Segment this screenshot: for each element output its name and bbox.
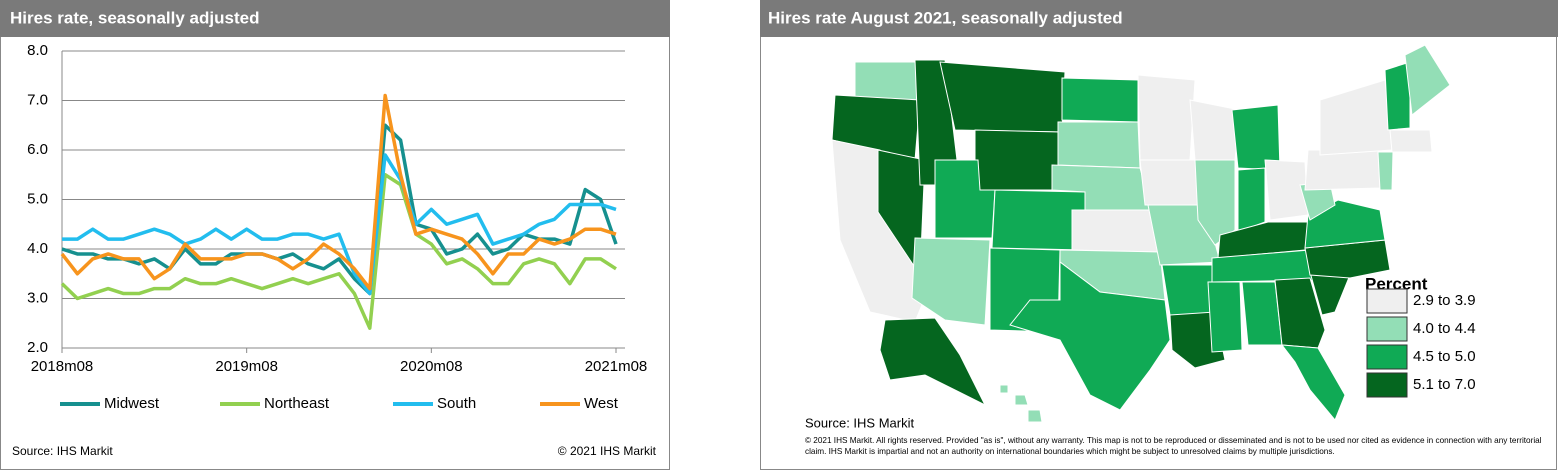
legend-label: Midwest — [104, 395, 160, 412]
region — [1274, 277, 1326, 349]
region — [1280, 344, 1346, 421]
region — [1189, 99, 1241, 161]
series-line — [62, 153, 617, 296]
x-tick-label: 2021m08 — [585, 358, 648, 375]
y-tick-label: 7.0 — [27, 91, 48, 108]
map-source: Source: IHS Markit — [805, 415, 914, 430]
legend-label: West — [584, 395, 619, 412]
x-tick-label: 2018m08 — [31, 358, 94, 375]
region — [1009, 261, 1171, 411]
y-tick-label: 3.0 — [27, 289, 48, 306]
region — [939, 61, 1066, 133]
x-tick-label: 2020m08 — [400, 358, 463, 375]
region — [1014, 394, 1029, 406]
region — [991, 189, 1086, 251]
region — [1207, 281, 1243, 353]
legend-label: 5.1 to 7.0 — [1413, 376, 1476, 393]
region — [1389, 129, 1433, 153]
series-line — [60, 173, 617, 330]
legend-swatch — [1366, 344, 1408, 370]
region — [1404, 44, 1451, 116]
y-tick-label: 6.0 — [27, 141, 48, 158]
map-title: Hires rate August 2021, seasonally adjus… — [768, 8, 1123, 27]
x-tick-label: 2019m08 — [215, 358, 278, 375]
legend-swatch — [1366, 288, 1408, 314]
region — [974, 129, 1061, 191]
legend-label: Northeast — [264, 395, 330, 412]
region — [1384, 61, 1411, 131]
region — [1027, 409, 1043, 423]
right-header — [760, 0, 1558, 37]
series-line — [60, 93, 617, 291]
region — [1377, 151, 1394, 191]
region — [1057, 121, 1141, 169]
legend-label: 4.0 to 4.4 — [1413, 320, 1476, 337]
region — [1304, 149, 1381, 191]
legend-label: 4.5 to 5.0 — [1413, 348, 1476, 365]
source: Source: IHS Markit — [12, 444, 113, 458]
region — [999, 384, 1009, 394]
region — [1137, 74, 1196, 161]
legend-swatch — [1366, 372, 1408, 398]
region — [1061, 77, 1139, 123]
left-header — [0, 0, 670, 37]
legend-swatch — [1366, 316, 1408, 342]
map-note: claim. IHS Markit is impartial and not a… — [805, 447, 1335, 456]
legend-label: South — [437, 395, 476, 412]
legend-label: 2.9 to 3.9 — [1413, 292, 1476, 309]
region — [911, 237, 991, 326]
map — [831, 44, 1451, 423]
y-tick-label: 5.0 — [27, 190, 48, 207]
region — [879, 317, 987, 407]
region — [1237, 167, 1266, 233]
map-note: © 2021 IHS Markit. All rights reserved. … — [805, 436, 1542, 445]
region — [1071, 209, 1161, 253]
chart-title: Hires rate, seasonally adjusted — [10, 8, 259, 27]
y-tick-label: 2.0 — [27, 339, 48, 356]
copyright: © 2021 IHS Markit — [558, 444, 657, 458]
y-tick-label: 8.0 — [27, 42, 48, 59]
y-tick-label: 4.0 — [27, 240, 48, 257]
